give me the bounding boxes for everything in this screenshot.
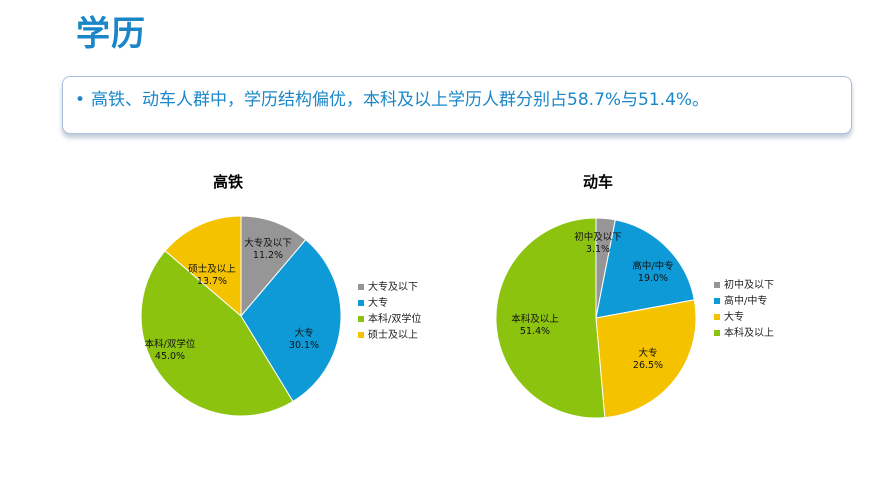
pie-chart-2: 动车初中及以下3.1%高中/中专19.0%大专26.5%本科及以上51.4%初中…	[495, 173, 774, 419]
slice-category-label: 初中及以下	[574, 231, 622, 243]
legend-swatch	[714, 314, 720, 320]
legend-entry: 本科及以上	[724, 326, 774, 339]
slice-value-label: 13.7%	[197, 276, 227, 287]
bullet-icon: •	[75, 90, 86, 110]
slice-category-label: 本科/双学位	[145, 338, 196, 350]
pie-slice	[495, 217, 606, 419]
legend-swatch	[714, 282, 720, 288]
legend-swatch	[358, 316, 364, 322]
pie-slice	[240, 215, 307, 318]
chart-title: 高铁	[213, 173, 243, 191]
slice-category-label: 硕士及以上	[188, 263, 236, 275]
pie-slice	[164, 215, 242, 318]
summary-text: • 高铁、动车人群中，学历结构偏优，本科及以上学历人群分别占58.7%与51.4%…	[75, 85, 709, 110]
chart-title: 动车	[583, 173, 613, 191]
page-title: 学历	[76, 14, 146, 54]
legend-entry: 大专	[724, 310, 744, 323]
legend-swatch	[358, 332, 364, 338]
pie-slice	[240, 239, 342, 403]
slice-value-label: 30.1%	[289, 340, 319, 351]
slice-value-label: 45.0%	[155, 351, 185, 362]
slice-category-label: 高中/中专	[632, 260, 673, 272]
legend-entry: 大专	[368, 296, 388, 309]
slice-category-label: 大专及以下	[244, 237, 292, 249]
legend-swatch	[714, 298, 720, 304]
legend-entry: 本科/双学位	[368, 312, 421, 325]
summary-sentence: 高铁、动车人群中，学历结构偏优，本科及以上学历人群分别占58.7%与51.4%。	[91, 90, 710, 110]
pie-slice	[140, 250, 294, 417]
slice-value-label: 3.1%	[586, 244, 610, 255]
slice-category-label: 大专	[638, 347, 657, 359]
legend-entry: 硕士及以上	[368, 328, 418, 341]
slice-value-label: 11.2%	[253, 250, 283, 261]
slice-value-label: 19.0%	[638, 273, 668, 284]
legend-entry: 大专及以下	[368, 280, 418, 293]
summary-box: • 高铁、动车人群中，学历结构偏优，本科及以上学历人群分别占58.7%与51.4%…	[62, 76, 852, 134]
legend-entry: 高中/中专	[724, 294, 767, 307]
slice-category-label: 大专	[294, 327, 313, 339]
legend-entry: 初中及以下	[724, 278, 774, 291]
legend-swatch	[358, 300, 364, 306]
slice-category-label: 本科及以上	[511, 313, 559, 325]
slice-value-label: 51.4%	[520, 326, 550, 337]
pie-slice	[595, 219, 695, 319]
legend-swatch	[714, 330, 720, 336]
legend-swatch	[358, 284, 364, 290]
slice-value-label: 26.5%	[633, 360, 663, 371]
pie-chart-1: 高铁大专及以下11.2%大专30.1%本科/双学位45.0%硕士及以上13.7%…	[140, 173, 421, 417]
pie-charts: 高铁大专及以下11.2%大专30.1%本科/双学位45.0%硕士及以上13.7%…	[140, 173, 774, 419]
pie-slice	[595, 299, 697, 419]
